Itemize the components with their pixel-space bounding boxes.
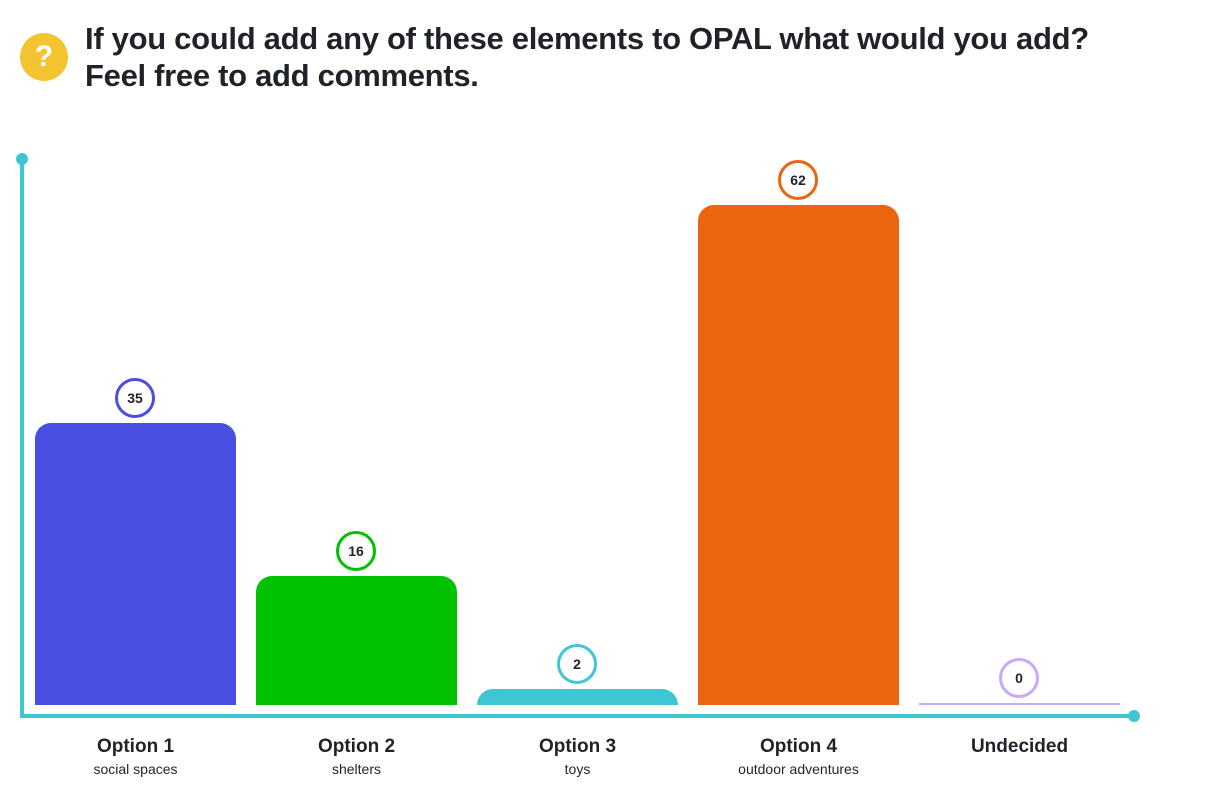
category-label: Option 1 social spaces xyxy=(35,736,236,777)
bar-1 xyxy=(35,422,236,705)
category-subtitle: outdoor adventures xyxy=(738,761,859,777)
bar-4 xyxy=(698,205,899,705)
category-label: Option 4 outdoor adventures xyxy=(698,736,899,777)
category-subtitle: shelters xyxy=(331,761,382,777)
category-name: Option 1 xyxy=(96,736,175,757)
bar-5 xyxy=(919,703,1120,705)
category-name: Option 3 xyxy=(538,736,617,757)
bar-3 xyxy=(477,688,678,705)
value-label: 2 xyxy=(557,643,597,684)
question-icon: ? xyxy=(20,33,68,81)
category-subtitle: toys xyxy=(564,761,591,777)
y-axis xyxy=(20,160,24,718)
category-subtitle: social spaces xyxy=(93,761,178,777)
value-label: 35 xyxy=(115,377,155,418)
category-label: Undecided xyxy=(919,736,1120,758)
question-title: If you could add any of these elements t… xyxy=(85,21,1089,93)
category-name: Option 2 xyxy=(317,736,396,757)
x-axis-end-dot xyxy=(1128,710,1140,722)
category-label: Option 2 shelters xyxy=(256,736,457,777)
category-name: Option 4 xyxy=(759,736,838,757)
value-label: 0 xyxy=(999,658,1039,698)
category-name: Undecided xyxy=(970,736,1069,757)
y-axis-end-dot xyxy=(16,153,28,165)
bar-2 xyxy=(256,575,457,705)
x-axis xyxy=(20,714,1134,718)
value-label: 16 xyxy=(336,530,376,571)
category-label: Option 3 toys xyxy=(477,736,678,777)
value-label: 62 xyxy=(778,160,818,200)
